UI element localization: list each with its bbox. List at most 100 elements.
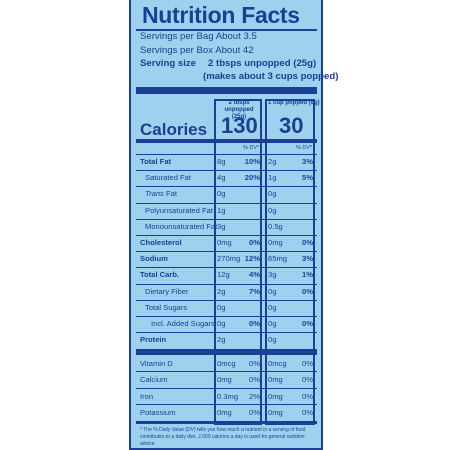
vitamin-name: Vitamin D bbox=[140, 359, 173, 368]
amount-col1: 2g bbox=[217, 286, 226, 296]
vitamin-name: Potassium bbox=[140, 407, 176, 417]
dv-col1: 0% bbox=[249, 319, 260, 328]
servings-bag: Servings per Bag About 3.5 bbox=[140, 31, 257, 42]
amount-col2: 1g bbox=[268, 173, 277, 183]
amount-col1: 0mg bbox=[217, 238, 232, 247]
vitamin-dv-col1: 2% bbox=[249, 391, 260, 401]
vitamin-amount-col1: 0.3mg bbox=[217, 391, 239, 401]
dv-col2: 0% bbox=[302, 238, 313, 247]
row-divider bbox=[136, 235, 317, 236]
row-divider bbox=[136, 299, 317, 301]
nutrient-name: Dietary Fiber bbox=[145, 286, 189, 296]
amount-col1: 4g bbox=[217, 173, 226, 183]
vitamin-divider bbox=[136, 371, 317, 373]
col2-header: 1 cup popped (6g) bbox=[268, 100, 320, 106]
vitamin-dv-col2: 0% bbox=[302, 359, 313, 368]
protein-rule bbox=[136, 349, 317, 355]
dv-col2: 5% bbox=[302, 173, 313, 183]
dv-col1: 7% bbox=[249, 286, 260, 296]
vitamin-dv-col1: 0% bbox=[249, 359, 260, 368]
nutrition-panel bbox=[129, 0, 323, 450]
amount-col1: 270mg bbox=[217, 254, 241, 264]
vitamin-dv-col2: 0% bbox=[302, 407, 313, 417]
amount-col1: 0g bbox=[217, 319, 226, 328]
amount-col1: 0g bbox=[217, 302, 226, 312]
amount-col1: 3g bbox=[217, 221, 226, 231]
dv-header-col1: % DV* bbox=[243, 145, 260, 151]
vitamin-amount-col2: 0mg bbox=[268, 407, 283, 417]
label-title: Nutrition Facts bbox=[142, 2, 300, 28]
amount-col2: 0g bbox=[268, 189, 277, 199]
row-divider bbox=[136, 332, 317, 334]
dv-header-col2: % DV* bbox=[296, 145, 313, 151]
rule bbox=[136, 29, 317, 31]
amount-col2: 0g bbox=[268, 205, 277, 215]
nutrient-name: Total Fat bbox=[140, 157, 172, 166]
calories-col1: 130 bbox=[221, 113, 258, 138]
amount-col2: 0g bbox=[268, 319, 277, 328]
thick-rule bbox=[136, 87, 317, 94]
dv-col1: 4% bbox=[249, 270, 260, 280]
vitamin-name: Iron bbox=[140, 391, 154, 401]
serving-size-value: 2 tbsps unpopped (25g) bbox=[208, 58, 317, 69]
row-divider bbox=[136, 154, 317, 155]
vitamin-divider bbox=[136, 403, 317, 405]
amount-col2: 0g bbox=[268, 302, 277, 312]
amount-col2: 65mg bbox=[268, 254, 287, 264]
nutrient-name: Monounsaturated Fat bbox=[145, 221, 218, 231]
amount-col1: 1g bbox=[217, 205, 226, 215]
amount-col2: 3g bbox=[268, 270, 277, 280]
row-divider bbox=[136, 218, 317, 220]
amount-col2: 0.5g bbox=[268, 221, 283, 231]
serving-size-note: (makes about 3 cups popped) bbox=[203, 71, 339, 82]
nutrient-name: Protein bbox=[140, 335, 167, 345]
vitamin-amount-col2: 0mg bbox=[268, 391, 283, 401]
amount-col1: 12g bbox=[217, 270, 230, 280]
vitamins-rule bbox=[136, 421, 317, 424]
vitamin-divider bbox=[136, 387, 317, 389]
col1-header: 2 tbsps unpopped (25g) bbox=[224, 100, 254, 120]
amount-col2: 2g bbox=[268, 157, 277, 166]
row-divider bbox=[136, 283, 317, 285]
dv-col1: 10% bbox=[244, 157, 260, 166]
nutrient-name: Saturated Fat bbox=[145, 173, 192, 183]
vitamin-amount-col1: 0mg bbox=[217, 375, 232, 385]
dv-col1: 12% bbox=[244, 254, 260, 264]
vitamin-amount-col2: 0mg bbox=[268, 375, 283, 385]
calories-rule bbox=[136, 139, 317, 143]
dv-col1: 0% bbox=[249, 238, 260, 247]
nutrient-name: Cholesterol bbox=[140, 238, 182, 247]
dv-col2: 3% bbox=[302, 254, 313, 264]
vitamin-dv-col1: 0% bbox=[249, 407, 260, 417]
footnote: * The % Daily Value (DV) tells you how m… bbox=[140, 427, 306, 447]
row-divider bbox=[136, 170, 317, 172]
amount-col1: 0g bbox=[217, 189, 226, 199]
row-divider bbox=[136, 202, 317, 204]
amount-col2: 0g bbox=[268, 335, 277, 345]
serving-size-label: Serving size bbox=[140, 58, 196, 69]
row-divider bbox=[136, 251, 317, 253]
dv-col2: 0% bbox=[302, 319, 313, 328]
dv-col1: 20% bbox=[244, 173, 260, 183]
calories-label: Calories bbox=[140, 120, 208, 139]
nutrient-name: Total Carb. bbox=[140, 270, 180, 280]
column-popped bbox=[265, 99, 315, 425]
dv-col2: 3% bbox=[302, 157, 313, 166]
vitamin-amount-col1: 0mg bbox=[217, 407, 232, 417]
vitamin-amount-col1: 0mcg bbox=[217, 359, 236, 368]
vitamin-amount-col2: 0mcg bbox=[268, 359, 287, 368]
row-divider bbox=[136, 316, 317, 317]
amount-col1: 8g bbox=[217, 157, 226, 166]
amount-col1: 2g bbox=[217, 335, 226, 345]
nutrient-name: Polyunsaturated Fat bbox=[145, 205, 213, 215]
nutrient-name: Trans Fat bbox=[145, 189, 177, 199]
dv-col2: 0% bbox=[302, 286, 313, 296]
vitamin-dv-col1: 0% bbox=[249, 375, 260, 385]
nutrient-name: Incl. Added Sugars bbox=[151, 319, 215, 328]
vitamin-dv-col2: 0% bbox=[302, 375, 313, 385]
amount-col2: 0g bbox=[268, 286, 277, 296]
nutrient-name: Sodium bbox=[140, 254, 168, 264]
vitamin-name: Calcium bbox=[140, 375, 168, 385]
row-divider bbox=[136, 267, 317, 269]
column-unpopped bbox=[214, 99, 262, 425]
